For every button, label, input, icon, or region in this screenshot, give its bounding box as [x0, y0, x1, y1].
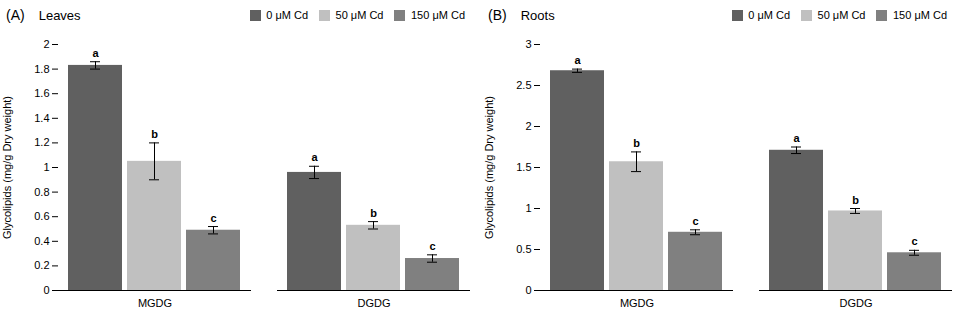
- svg-text:Glycolipids (mg/g Dry weight): Glycolipids (mg/g Dry weight): [1, 96, 13, 239]
- svg-text:0: 0: [43, 284, 49, 296]
- svg-text:b: b: [633, 137, 640, 149]
- svg-text:3: 3: [525, 38, 531, 50]
- svg-text:0.4: 0.4: [34, 235, 49, 247]
- svg-text:MGDG: MGDG: [138, 297, 172, 309]
- html-text:Leaves: Leaves: [38, 7, 81, 23]
- svg-text:DGDG: DGDG: [358, 297, 391, 309]
- html-text:50 μM Cd: 50 μM Cd: [335, 9, 384, 21]
- svg-text:a: a: [574, 54, 581, 66]
- svg-text:a: a: [92, 47, 99, 59]
- svg-text:a: a: [311, 151, 318, 163]
- svg-text:0.8: 0.8: [34, 186, 49, 198]
- svg-text:0.6: 0.6: [34, 210, 49, 222]
- svg-text:0: 0: [525, 284, 531, 296]
- svg-text:2: 2: [525, 120, 531, 132]
- html-text:150 μM Cd: 150 μM Cd: [893, 9, 947, 21]
- svg-text:0.5: 0.5: [516, 243, 531, 255]
- svg-text:0.2: 0.2: [34, 259, 49, 271]
- html-text:Roots: Roots: [520, 7, 555, 23]
- svg-text:c: c: [429, 240, 435, 252]
- html-text:0 μM Cd: 0 μM Cd: [748, 9, 790, 21]
- svg-text:1.4: 1.4: [34, 112, 49, 124]
- svg-text:2: 2: [43, 38, 49, 50]
- svg-text:1: 1: [525, 202, 531, 214]
- svg-text:c: c: [911, 235, 917, 247]
- svg-text:Glycolipids (mg/g Dry weight): Glycolipids (mg/g Dry weight): [483, 96, 495, 239]
- svg-text:b: b: [852, 194, 859, 206]
- svg-text:1.6: 1.6: [34, 87, 49, 99]
- svg-text:c: c: [210, 212, 216, 224]
- html-text:(A): (A): [6, 7, 25, 23]
- svg-text:DGDG: DGDG: [840, 297, 873, 309]
- html-text:0 μM Cd: 0 μM Cd: [266, 9, 308, 21]
- svg-text:1.2: 1.2: [34, 136, 49, 148]
- svg-text:c: c: [692, 215, 698, 227]
- svg-text:1: 1: [43, 161, 49, 173]
- svg-text:2.5: 2.5: [516, 79, 531, 91]
- html-text:50 μM Cd: 50 μM Cd: [817, 9, 866, 21]
- svg-text:a: a: [793, 132, 800, 144]
- html-text:(B): (B): [488, 7, 507, 23]
- html-text:150 μM Cd: 150 μM Cd: [411, 9, 465, 21]
- svg-text:1.5: 1.5: [516, 161, 531, 173]
- svg-text:MGDG: MGDG: [620, 297, 654, 309]
- svg-text:b: b: [151, 128, 158, 140]
- svg-text:b: b: [370, 207, 377, 219]
- svg-text:1.8: 1.8: [34, 63, 49, 75]
